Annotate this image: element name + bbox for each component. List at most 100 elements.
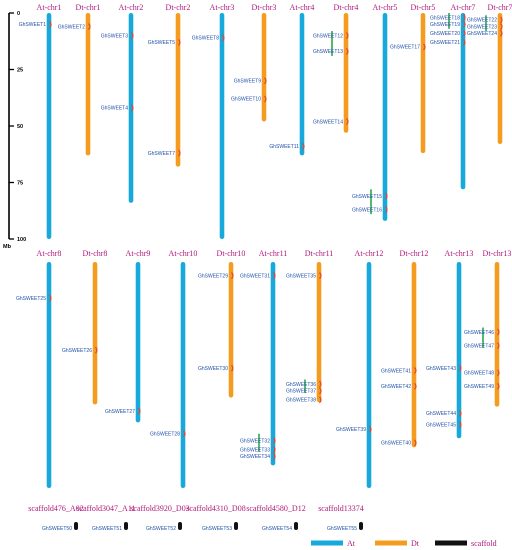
chromosome-at-chr12: At-chr12 GhSWEET39 [336,249,383,488]
gene-marker [463,20,466,28]
gene-marker [319,387,322,395]
legend-label-dt: Dt [411,539,420,548]
chromosome-at-chr3: At-chr3 GhSWEET8 [192,3,235,239]
chromosome-title: At-chr4 [290,3,315,12]
gene-marker [264,77,267,85]
scaffold-title: scaffold4580_D12 [246,504,305,513]
gene-label: GhSWEET18 [430,15,460,21]
scaffold-scaffold4310_d08: scaffold4310_D08 GhSWEET53 [186,504,245,532]
chromosome-title: At-chr12 [355,249,384,258]
gene-label: GhSWEET8 [192,36,219,42]
chromosome-title: At-chr1 [37,3,62,12]
chromosome-bar [366,262,372,488]
gene-marker [49,294,52,302]
gene-label: GhSWEET52 [146,526,176,532]
gene-label: GhSWEET25 [16,296,46,302]
gene-marker [463,38,466,46]
axis-tick-label: 50 [17,124,23,130]
scaffold-scaffold3047_a11: scaffold3047_A11 GhSWEET51 [76,504,135,532]
chromosome-at-chr11: At-chr11 GhSWEET31 GhSWEET32 GhSWEET33GhSWE… [240,249,288,466]
scaffold-title: scaffold13374 [318,504,364,513]
chromosome-title: Dt-chr4 [334,3,359,12]
gene-marker [88,23,91,30]
gene-label: GhSWEET54 [262,526,292,532]
gene-label: GhSWEET17 [390,45,420,51]
chromosome-dt-chr1: Dt-chr1 GhSWEET2 [58,3,101,156]
gene-label: GhSWEET26 [62,348,92,354]
scaffold-title: scaffold4310_D08 [186,504,245,513]
chromosome-title: Dt-chr1 [76,3,101,12]
chromosome-dt-chr5: Dt-chr5 GhSWEET17 [390,3,436,154]
gene-label: GhSWEET19 [430,22,460,28]
chromosome-title: At-chr13 [445,249,474,258]
gene-label: GhSWEET16 [352,207,382,213]
gene-marker [95,346,98,354]
gene-marker [178,149,181,157]
gene-label: GhSWEET27 [105,409,135,415]
scaffold-bar [294,522,298,530]
gene-marker [497,342,500,350]
gene-label: GhSWEET29 [198,273,228,279]
gene-marker [49,20,52,28]
chromosome-dt-chr2: Dt-chr2 GhSWEET5 GhSWEET7 [148,3,190,167]
gene-marker [319,380,322,388]
chromosome-at-chr9: At-chr9 GhSWEET27 [105,249,151,423]
axis-tick-label: 25 [17,68,23,74]
gene-marker [500,23,503,30]
gene-marker [131,104,134,112]
chromosome-title: Dt-chr3 [252,3,277,12]
scaffold-title: scaffold3047_A11 [76,504,135,513]
gene-label: GhSWEET49 [464,384,494,390]
gene-label: GhSWEET3 [101,33,128,39]
chromosome-at-chr10: At-chr10 GhSWEET28 [150,249,197,488]
chromosome-title: Dt-chr8 [83,249,108,258]
chromosome-title: Dt-chr13 [483,249,512,258]
gene-label: GhSWEET13 [313,49,343,55]
gene-label: GhSWEET51 [92,526,122,532]
gene-label: GhSWEET22 [467,18,497,24]
chromosome-title: At-chr8 [37,249,62,258]
gene-label: GhSWEET47 [464,343,494,349]
gene-marker [131,32,134,40]
gene-label: GhSWEET39 [336,427,366,433]
gene-label: GhSWEET44 [426,411,456,417]
gene-label: GhSWEET43 [426,366,456,372]
chromosome-bar [299,13,305,156]
gene-label: GhSWEET48 [464,371,494,377]
chromosome-title: Dt-chr5 [411,3,436,12]
gene-marker [414,439,417,447]
gene-marker [414,367,417,374]
chromosome-title: Dt-chr7 [488,3,512,12]
gene-marker [497,369,500,377]
gene-marker [369,425,372,433]
chromosome-title: At-chr11 [259,249,288,258]
gene-label: GhSWEET7 [148,151,175,157]
chromosome-title: At-chr3 [210,3,235,12]
chromosome-title: At-chr9 [126,249,151,258]
gene-marker [231,272,234,279]
gene-marker [423,43,426,51]
chromosome-title: At-chr10 [169,249,198,258]
chromosome-title: Dt-chr12 [400,249,429,258]
gene-marker [183,430,186,438]
gene-label: GhSWEET4 [101,106,128,112]
gene-label: GhSWEET5 [148,40,175,46]
chromosome-title: At-chr7 [451,3,476,12]
scaffold-bar [234,522,238,530]
gene-marker [385,192,388,200]
gene-label: GhSWEET33 [240,447,270,453]
chromosome-bar [85,13,91,156]
gene-label: GhSWEET40 [381,441,411,447]
gene-marker [346,47,349,55]
legend-label-at: At [347,539,356,548]
chromosome-bar [175,13,181,167]
gene-marker [459,421,462,429]
gene-marker [319,396,322,404]
chromosome-at-chr5: At-chr5 GhSWEET15 GhSWEET16 [352,3,397,221]
gene-label: GhSWEET23 [467,24,497,30]
chromosome-dt-chr8: Dt-chr8 GhSWEET26 [62,249,108,405]
chromosome-bar [460,13,466,190]
scaffold-scaffold476_a02: scaffold476_A02 GhSWEET50 [28,504,83,532]
